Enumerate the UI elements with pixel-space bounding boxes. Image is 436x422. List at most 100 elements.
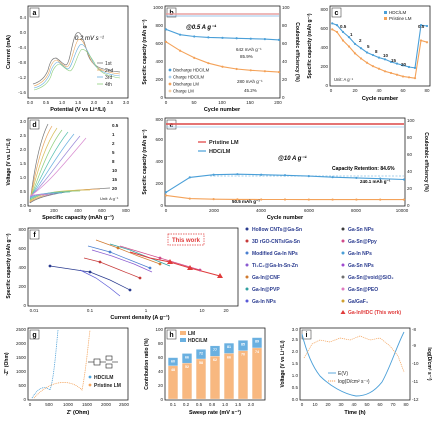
svg-text:40: 40: [158, 369, 164, 374]
data-point: [355, 198, 358, 201]
panel-a-yticks: -1.6 -1.2 -0.8 -0.4 0.0 0.4: [18, 15, 26, 95]
bar-label: 89: [255, 340, 259, 344]
data-point: [395, 73, 399, 76]
data-point: [335, 30, 339, 34]
panel-b-annot-3: 280 mAh g⁻¹: [237, 79, 263, 84]
svg-text:2: 2: [359, 38, 362, 43]
panel-e-yticks: 0 200 400 600 800: [155, 117, 163, 208]
svg-text:0: 0: [29, 208, 32, 213]
panel-e-xlabel: Cycle number: [267, 215, 304, 221]
svg-text:-12: -12: [412, 397, 419, 402]
svg-text:80: 80: [158, 341, 164, 346]
panel-c-xticks: 0 20 40 60 80: [330, 88, 430, 93]
svg-text:80: 80: [407, 135, 413, 140]
bar-label: 74: [255, 350, 259, 354]
panel-a-legend-3: 3rd: [105, 75, 112, 81]
svg-text:200: 200: [274, 100, 282, 105]
data-point: [221, 65, 224, 68]
data-point: [359, 47, 363, 50]
panel-f-legend-right: Ga-Sn NPs Ga-Sn@Ppy Ga-In NPs Ga-Sn NPs …: [340, 227, 401, 316]
data-point: [425, 41, 429, 44]
data-point: [164, 191, 168, 194]
svg-text:800: 800: [122, 208, 130, 213]
panel-c: c HDC/LM Pristine LM 0.5 1 2 5 8 10 15 2…: [307, 5, 431, 102]
svg-text:0: 0: [165, 100, 168, 105]
panel-a: a 0.2 mV s⁻¹ 1st 2nd 3rd 4th 0.0 0.5 1.0…: [6, 5, 130, 113]
svg-text:-10: -10: [412, 361, 419, 366]
svg-text:2.5: 2.5: [20, 133, 27, 138]
svg-text:0: 0: [325, 83, 328, 88]
panel-f-frame: [27, 227, 239, 307]
svg-text:HDC/LM: HDC/LM: [94, 375, 113, 381]
series-hdc-lm: [332, 22, 428, 69]
svg-text:800: 800: [155, 117, 163, 122]
data-point: [307, 198, 310, 201]
bar-lm: [167, 365, 179, 400]
bar-label: 81: [227, 345, 231, 349]
data-point: [365, 51, 369, 54]
svg-text:Ga-Sn@Ppy: Ga-Sn@Ppy: [348, 239, 377, 245]
panel-b-annot-1: 642 mAh g⁻¹: [236, 47, 262, 52]
svg-text:0.1: 0.1: [170, 402, 177, 407]
svg-text:1.0: 1.0: [222, 402, 229, 407]
panel-d-xticks: 0 200 400 600 800: [29, 208, 131, 213]
svg-text:20: 20: [282, 77, 288, 82]
svg-text:0: 0: [282, 95, 285, 100]
panel-i: i E(V) log(D/cm² s⁻¹) 0 10 20 30 40 50 6…: [280, 327, 432, 416]
svg-text:500: 500: [45, 402, 53, 407]
svg-text:100: 100: [218, 100, 226, 105]
svg-text:0: 0: [160, 397, 163, 402]
svg-text:0.4: 0.4: [20, 15, 27, 20]
svg-text:10: 10: [112, 168, 118, 173]
data-point: [179, 49, 182, 52]
bar-label: 70: [241, 353, 245, 357]
svg-text:2.0: 2.0: [248, 402, 255, 407]
data-point: [188, 197, 191, 200]
svg-text:40: 40: [351, 402, 357, 407]
svg-text:2000: 2000: [209, 208, 220, 213]
svg-text:Charge HDC/LM: Charge HDC/LM: [173, 75, 204, 80]
data-point: [193, 35, 196, 38]
data-point: [341, 39, 345, 42]
svg-text:Pristine LM: Pristine LM: [94, 383, 121, 389]
data-point: [207, 36, 210, 39]
data-point: [379, 177, 382, 180]
panel-c-series: [331, 22, 429, 80]
data-point: [283, 198, 287, 201]
panel-i-legend: E(V) log(D/cm² s⁻¹): [328, 371, 370, 385]
svg-text:60: 60: [377, 402, 383, 407]
panel-c-unit: Unit: A g⁻¹: [334, 77, 354, 82]
svg-text:1: 1: [112, 132, 115, 137]
panel-i-yticks: 0.0 0.5 1.0 1.5 2.0 2.5 3.0: [292, 327, 299, 402]
bar-label: 85: [241, 342, 245, 346]
svg-text:2.5: 2.5: [292, 337, 299, 342]
svg-text:2.0: 2.0: [91, 100, 98, 105]
svg-text:0.8: 0.8: [209, 402, 216, 407]
svg-text:10: 10: [312, 402, 318, 407]
panel-f-letter: f: [33, 232, 36, 239]
svg-text:600: 600: [18, 246, 26, 251]
panel-h: h 60 66 72 77 81 85 89 48 52 58 62 66 70 74 LM HDC/LM…: [144, 327, 266, 416]
panel-h-legend: LM HDC/LM: [180, 331, 207, 344]
data-point: [235, 37, 238, 40]
svg-text:200: 200: [50, 208, 58, 213]
panel-b-ylabel: Specific capacity (mAh g⁻¹): [142, 19, 148, 84]
svg-text:HDC/LM: HDC/LM: [209, 149, 231, 155]
panel-d-unit: Unit: A g⁻¹: [100, 196, 119, 201]
panel-h-frame: [164, 327, 266, 401]
svg-text:60: 60: [282, 41, 288, 46]
svg-text:0: 0: [23, 397, 26, 402]
svg-text:500: 500: [18, 383, 26, 388]
panel-b-y2ticks: 0 20 40 60 80 100: [282, 5, 290, 100]
panel-c-yticks: 0 200 400 600 800: [320, 7, 328, 88]
data-point: [383, 70, 387, 73]
panel-d-frame: [27, 117, 129, 207]
svg-text:0.5: 0.5: [196, 402, 203, 407]
panel-g-legend: HDC/LM Pristine LM: [88, 375, 121, 389]
svg-text:0: 0: [407, 203, 410, 208]
svg-text:0.5: 0.5: [43, 100, 50, 105]
data-point: [331, 28, 334, 31]
data-point: [221, 36, 224, 39]
data-point: [164, 40, 168, 43]
svg-text:0.5: 0.5: [340, 24, 347, 29]
